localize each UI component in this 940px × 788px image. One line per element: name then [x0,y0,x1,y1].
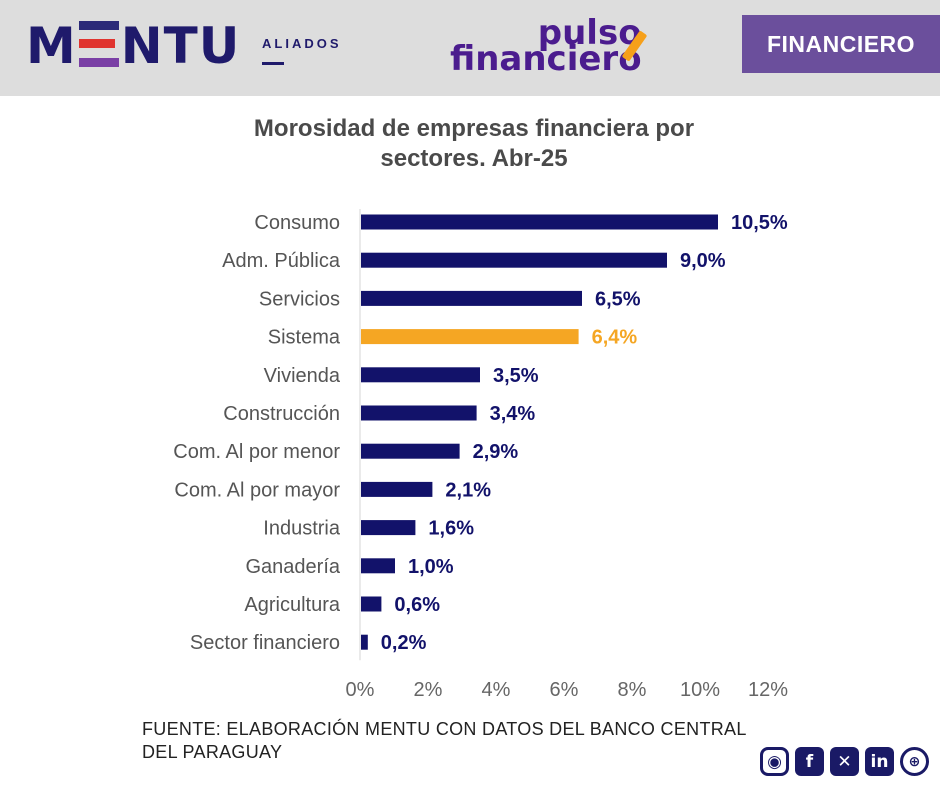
category-label-2: Servicios [259,288,340,310]
value-label-5: 3,4% [490,403,536,425]
bar-5 [361,405,477,421]
chart-title: Morosidad de empresas financiera por sec… [0,114,940,174]
bar-9 [361,558,395,574]
pulso-word: pulso [537,13,642,53]
instagram-icon[interactable]: ◉ [760,747,789,776]
bar-0 [361,214,718,230]
category-label-3: Sistema [268,327,341,349]
chart-title-line1: Morosidad de empresas financiera por [253,115,695,142]
value-label-8: 1,6% [428,518,474,540]
source-line1: FUENTE: ELABORACIÓN MENTU CON DATOS DEL … [142,719,747,739]
mentu-logo: M NTU [26,17,241,75]
chart-title-line2: sectores. Abr-25 [380,145,568,172]
x-icon[interactable]: ✕ [830,747,859,776]
category-label-7: Com. Al por mayor [174,479,340,501]
category-tag: FINANCIERO [742,15,940,73]
x-tick-label-2: 4% [482,679,511,701]
value-label-7: 2,1% [445,479,491,501]
value-label-3: 6,4% [592,327,638,349]
value-label-1: 9,0% [680,250,726,272]
bar-11 [361,634,368,650]
x-tick-label-4: 8% [618,679,647,701]
aliados-dash [262,62,284,65]
value-label-9: 1,0% [408,556,454,578]
mentu-logo-e-bars [78,21,119,67]
financiero-word: financiero [450,39,642,79]
value-label-11: 0,2% [381,632,427,654]
source-note: FUENTE: ELABORACIÓN MENTU CON DATOS DEL … [142,718,782,764]
bar-8 [361,520,416,536]
bar-chart: Consumo 10,5% Adm. Pública 9,0% Servicios 6,5… [173,209,788,701]
category-label-10: Agricultura [244,594,340,616]
bar-4 [361,367,480,383]
bar-10 [361,596,382,612]
value-label-4: 3,5% [493,365,539,387]
social-links: ◉ f ✕ in ⊕ [760,747,929,776]
bar-1 [361,252,667,268]
source-line2: DEL PARAGUAY [142,742,283,762]
category-label-5: Construcción [223,403,340,425]
x-tick-label-3: 6% [550,679,579,701]
header-banner: M NTU ALIADOS pulso financiero FINANCIERO [0,0,940,96]
globe-icon[interactable]: ⊕ [900,747,929,776]
category-label-11: Sector financiero [190,632,340,654]
aliados-label: ALIADOS [262,36,342,51]
pulso-financiero-logo: pulso financiero [450,13,642,79]
x-tick-label-6: 12% [748,679,788,701]
value-label-0: 10,5% [731,212,788,234]
linkedin-icon[interactable]: in [865,747,894,776]
category-label-9: Ganadería [245,556,340,578]
category-label-8: Industria [263,518,341,540]
bar-2 [361,290,582,306]
bar-6 [361,443,460,459]
category-label-1: Adm. Pública [222,250,341,272]
value-label-2: 6,5% [595,288,641,310]
category-label-6: Com. Al por menor [173,441,340,463]
x-tick-label-1: 2% [414,679,443,701]
value-label-10: 0,6% [394,594,440,616]
category-label-0: Consumo [254,212,340,234]
bar-7 [361,481,433,497]
category-label-4: Vivienda [264,365,341,387]
x-tick-label-0: 0% [346,679,375,701]
x-tick-label-5: 10% [680,679,720,701]
bar-3 [361,329,579,345]
facebook-icon[interactable]: f [795,747,824,776]
value-label-6: 2,9% [473,441,519,463]
